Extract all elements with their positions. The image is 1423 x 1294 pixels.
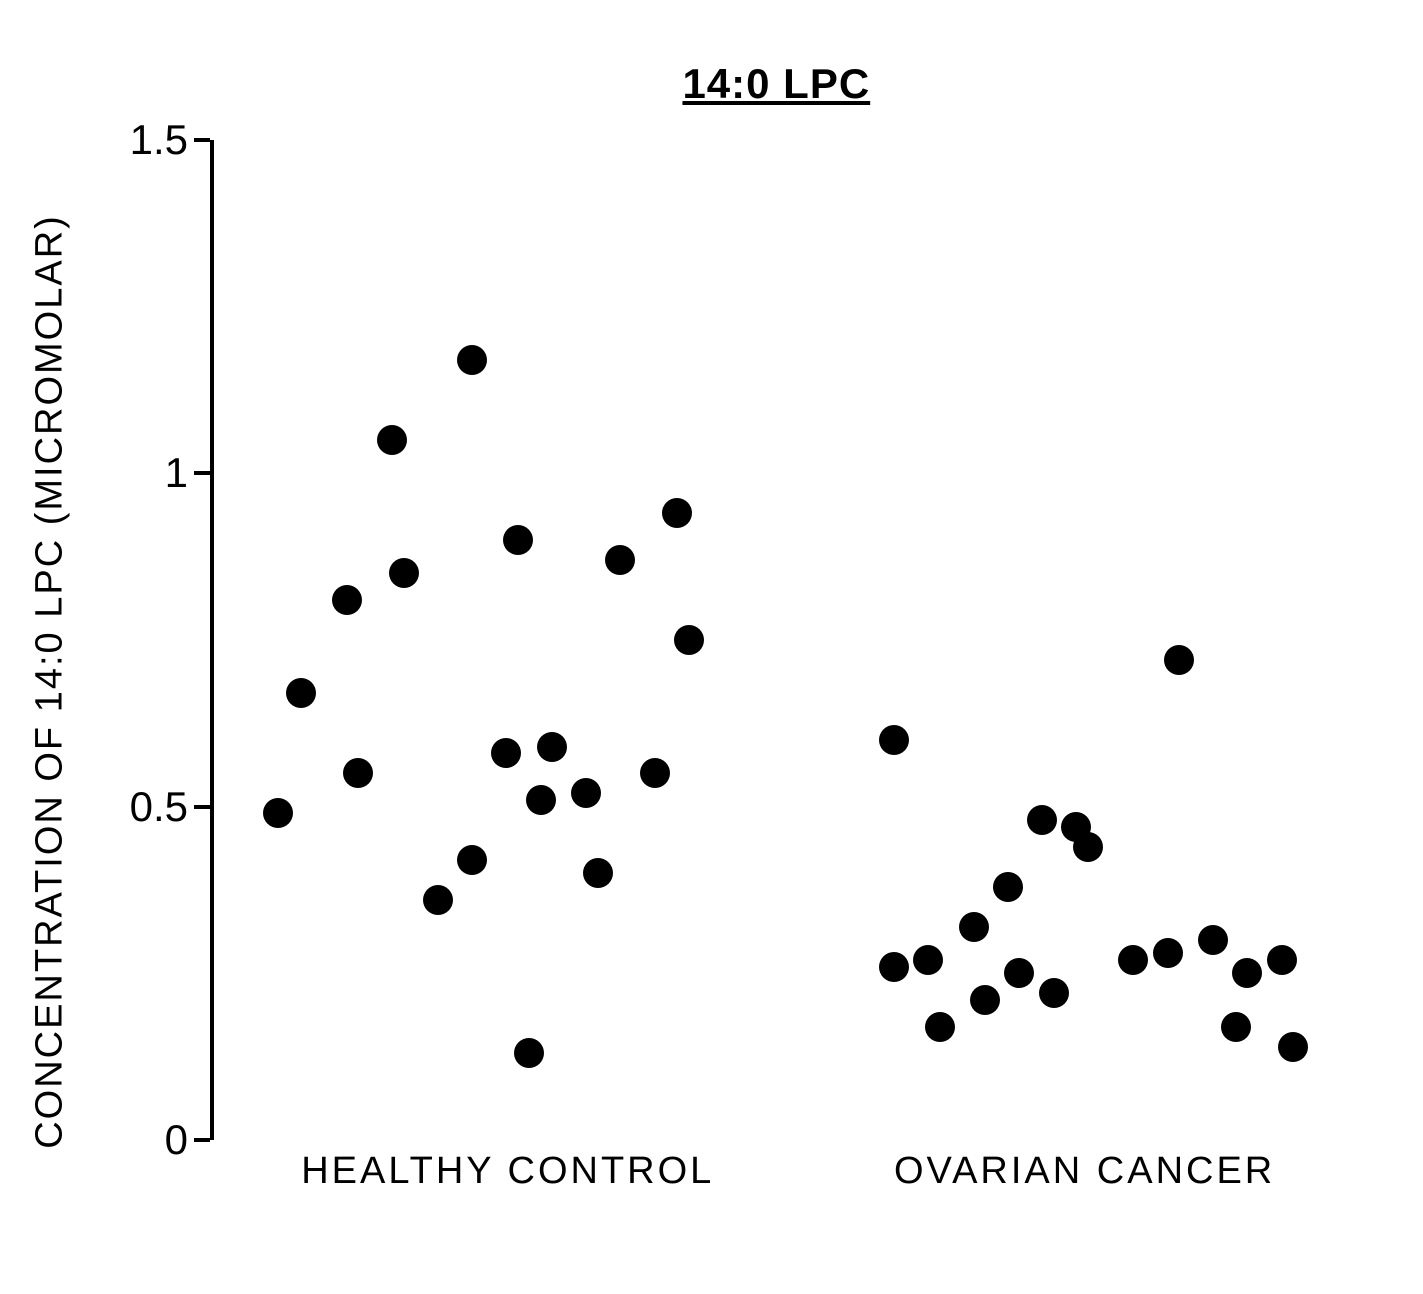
data-point [1073,832,1103,862]
data-point [970,985,1000,1015]
y-axis-label: CONCENTRATION OF 14:0 LPC (MICROMOLAR) [29,214,72,1149]
category-label: HEALTHY CONTROL [301,1150,714,1193]
data-point [1027,805,1057,835]
data-point [1221,1012,1251,1042]
chart-title: 14:0 LPC [682,60,870,108]
data-point [1118,945,1148,975]
data-point [1004,958,1034,988]
data-point [343,758,373,788]
data-point [491,738,521,768]
y-tick [194,138,210,142]
data-point [640,758,670,788]
data-point [263,798,293,828]
data-point [1267,945,1297,975]
data-point [332,585,362,615]
data-point [537,732,567,762]
data-point [1232,958,1262,988]
data-point [526,785,556,815]
data-point [377,425,407,455]
data-point [959,912,989,942]
chart-container: 14:0 LPC CONCENTRATION OF 14:0 LPC (MICR… [70,60,1370,1260]
data-point [286,678,316,708]
y-tick-label: 1.5 [130,116,188,164]
data-point [571,778,601,808]
data-point [1198,925,1228,955]
data-point [1164,645,1194,675]
y-axis-line [210,140,214,1140]
data-point [913,945,943,975]
data-point [925,1012,955,1042]
data-point [457,845,487,875]
data-point [605,545,635,575]
data-point [514,1038,544,1068]
data-point [423,885,453,915]
data-point [389,558,419,588]
data-point [993,872,1023,902]
data-point [662,498,692,528]
data-point [879,952,909,982]
y-tick-label: 1 [165,449,188,497]
data-point [503,525,533,555]
data-point [879,725,909,755]
y-tick [194,1138,210,1142]
y-tick-label: 0 [165,1116,188,1164]
data-point [674,625,704,655]
data-point [1153,938,1183,968]
category-label: OVARIAN CANCER [894,1150,1275,1193]
data-point [1278,1032,1308,1062]
plot-area: 00.511.5 HEALTHY CONTROLOVARIAN CANCER [210,140,1350,1140]
data-point [457,345,487,375]
y-tick-label: 0.5 [130,783,188,831]
data-point [1039,978,1069,1008]
y-tick [194,805,210,809]
y-tick [194,471,210,475]
data-point [583,858,613,888]
